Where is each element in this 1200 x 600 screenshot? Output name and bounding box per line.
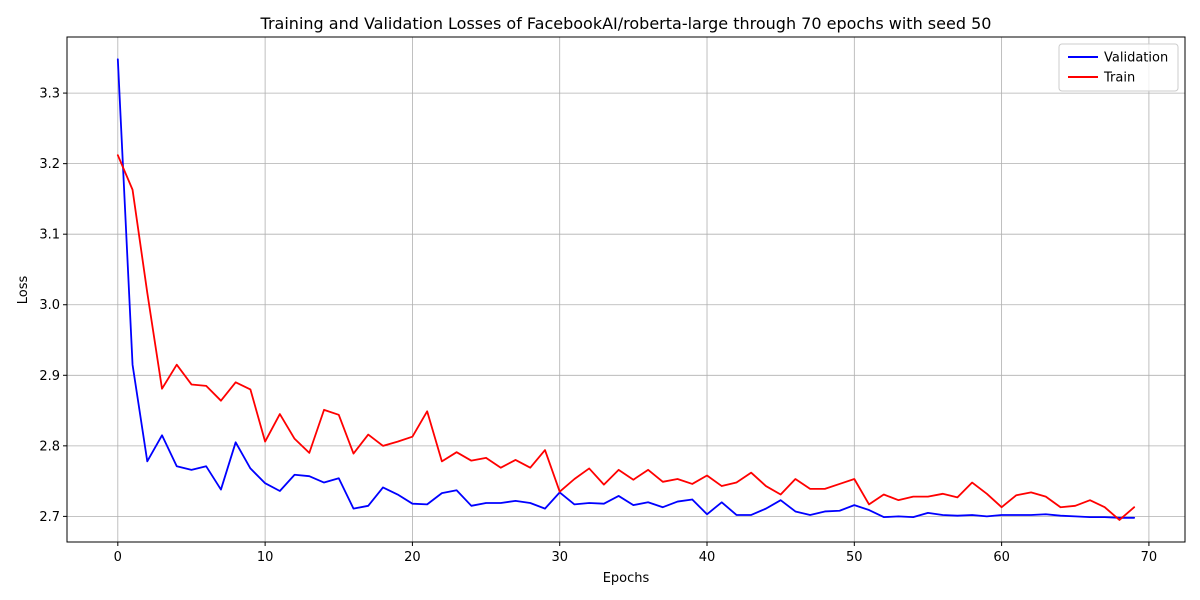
- x-tick-label: 70: [1141, 550, 1158, 565]
- x-axis-label: Epochs: [603, 571, 650, 586]
- x-tick-label: 40: [699, 550, 716, 565]
- legend: Validation Train: [1058, 43, 1179, 92]
- legend-train-label: Train: [1103, 71, 1135, 86]
- chart-title: Training and Validation Losses of Facebo…: [260, 14, 992, 33]
- y-tick-label: 2.8: [39, 439, 60, 454]
- grid-lines: [67, 37, 1185, 542]
- y-tick-label: 3.3: [39, 87, 60, 102]
- y-tick-label: 3.2: [39, 157, 60, 172]
- train-series-line: [116, 154, 1136, 521]
- x-tick-label: 20: [404, 550, 421, 565]
- x-tick-label: 0: [114, 550, 122, 565]
- y-tick-label: 2.9: [39, 369, 60, 384]
- y-axis-label: Loss: [16, 276, 31, 305]
- validation-series-line: [116, 58, 1136, 519]
- series-lines: [116, 58, 1136, 521]
- y-tick-label: 3.1: [39, 228, 60, 243]
- axis-ticks: 0 10 20 30 40 50 60 70 2.7 2.8 2.9 3.0 3.1 3.2 3.3: [39, 87, 1157, 565]
- legend-validation-label: Validation: [1104, 51, 1168, 66]
- legend-box: [1058, 43, 1179, 92]
- plot-frame: [66, 36, 1186, 543]
- x-tick-label: 60: [993, 550, 1010, 565]
- y-tick-label: 3.0: [39, 298, 60, 313]
- x-tick-label: 30: [551, 550, 568, 565]
- y-tick-label: 2.7: [39, 510, 60, 525]
- x-tick-label: 10: [257, 550, 274, 565]
- x-tick-label: 50: [846, 550, 863, 565]
